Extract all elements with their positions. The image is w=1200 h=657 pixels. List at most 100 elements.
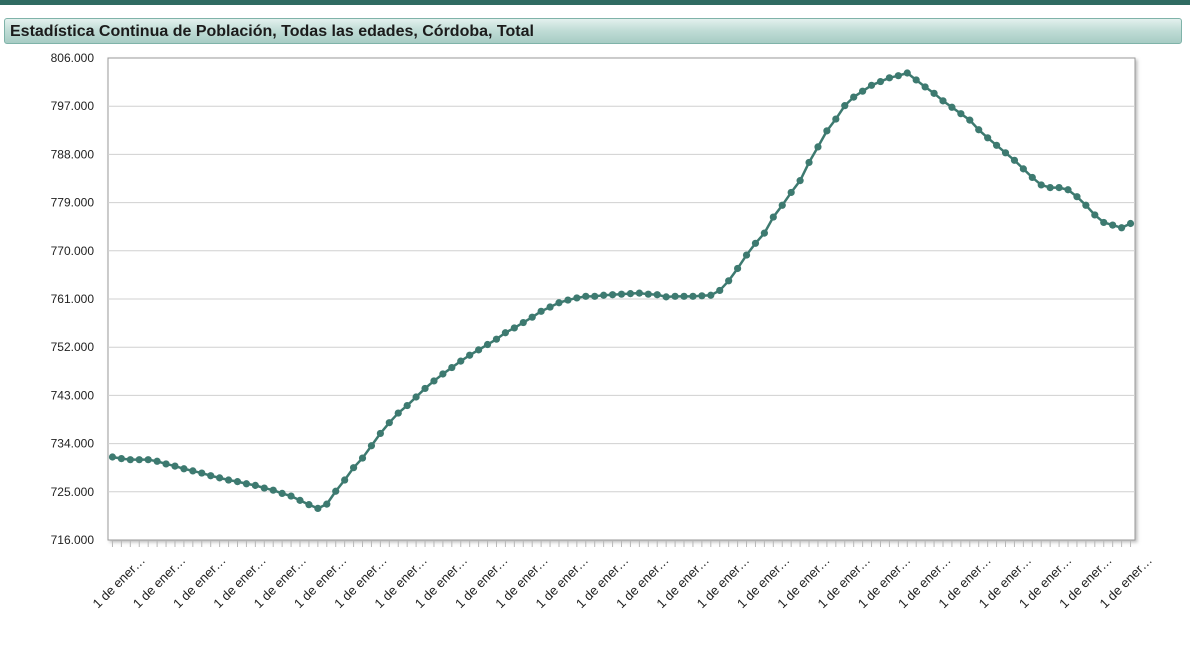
data-point[interactable] <box>841 102 849 110</box>
data-point[interactable] <box>475 346 483 354</box>
data-point[interactable] <box>501 329 509 337</box>
data-point[interactable] <box>1082 201 1090 209</box>
data-point[interactable] <box>635 289 643 297</box>
data-point[interactable] <box>814 143 822 151</box>
data-point[interactable] <box>528 313 536 321</box>
data-point[interactable] <box>555 299 563 307</box>
data-point[interactable] <box>412 393 420 401</box>
data-point[interactable] <box>903 69 911 77</box>
data-point[interactable] <box>689 292 697 300</box>
data-point[interactable] <box>582 292 590 300</box>
data-point[interactable] <box>296 496 304 504</box>
data-point[interactable] <box>323 500 331 508</box>
data-point[interactable] <box>305 501 313 509</box>
data-point[interactable] <box>787 188 795 197</box>
data-point[interactable] <box>278 489 286 498</box>
data-point[interactable] <box>805 158 813 167</box>
data-point[interactable] <box>537 307 545 315</box>
data-point[interactable] <box>1073 193 1081 201</box>
data-point[interactable] <box>269 486 277 494</box>
data-point[interactable] <box>180 465 188 473</box>
data-point[interactable] <box>867 81 876 89</box>
data-point[interactable] <box>823 127 831 135</box>
data-point[interactable] <box>600 291 608 299</box>
data-point[interactable] <box>153 457 161 465</box>
data-point[interactable] <box>510 324 518 332</box>
data-point[interactable] <box>939 97 947 105</box>
data-point[interactable] <box>778 201 786 209</box>
data-point[interactable] <box>198 469 206 477</box>
data-point[interactable] <box>1100 218 1108 227</box>
data-point[interactable] <box>519 318 527 327</box>
data-point[interactable] <box>430 377 438 385</box>
data-point[interactable] <box>126 456 134 464</box>
data-point[interactable] <box>885 74 894 82</box>
data-point[interactable] <box>698 292 706 300</box>
data-point[interactable] <box>135 456 143 464</box>
data-point[interactable] <box>224 476 233 484</box>
data-point[interactable] <box>1126 219 1135 228</box>
data-point[interactable] <box>975 126 983 134</box>
data-point[interactable] <box>349 464 358 472</box>
data-point[interactable] <box>850 93 858 101</box>
data-point[interactable] <box>751 239 760 247</box>
data-point[interactable] <box>251 481 259 489</box>
data-point[interactable] <box>233 478 242 486</box>
data-point[interactable] <box>957 110 965 118</box>
data-point[interactable] <box>117 455 125 463</box>
data-point[interactable] <box>189 467 197 475</box>
data-point[interactable] <box>314 504 322 512</box>
data-point[interactable] <box>439 370 447 378</box>
data-point[interactable] <box>930 89 938 97</box>
data-point[interactable] <box>992 141 1001 149</box>
data-point[interactable] <box>876 77 885 86</box>
data-point[interactable] <box>653 291 661 299</box>
data-point[interactable] <box>1028 173 1036 182</box>
data-point[interactable] <box>1118 224 1126 232</box>
data-point[interactable] <box>725 277 733 285</box>
data-point[interactable] <box>716 286 724 295</box>
data-point[interactable] <box>483 340 492 349</box>
data-point[interactable] <box>448 363 456 372</box>
data-point[interactable] <box>457 357 465 365</box>
data-point[interactable] <box>242 480 251 488</box>
data-point[interactable] <box>707 291 715 299</box>
data-point[interactable] <box>394 409 402 417</box>
data-point[interactable] <box>644 290 652 298</box>
data-point[interactable] <box>162 460 170 468</box>
data-point[interactable] <box>1046 184 1054 192</box>
data-point[interactable] <box>832 115 840 123</box>
data-point[interactable] <box>260 484 268 492</box>
data-point[interactable] <box>108 453 117 461</box>
data-point[interactable] <box>894 72 902 80</box>
data-point[interactable] <box>680 292 688 300</box>
data-point[interactable] <box>769 213 777 221</box>
data-point[interactable] <box>1109 221 1117 229</box>
data-point[interactable] <box>617 290 626 298</box>
data-point[interactable] <box>921 83 929 91</box>
data-point[interactable] <box>287 492 295 500</box>
data-point[interactable] <box>421 384 429 393</box>
data-point[interactable] <box>216 474 224 482</box>
data-point[interactable] <box>171 462 179 470</box>
data-point[interactable] <box>492 335 501 343</box>
data-point[interactable] <box>564 296 572 304</box>
data-point[interactable] <box>1001 149 1010 157</box>
data-point[interactable] <box>332 487 340 495</box>
data-point[interactable] <box>742 251 751 259</box>
data-point[interactable] <box>466 351 474 359</box>
data-point[interactable] <box>573 294 581 302</box>
data-point[interactable] <box>626 290 635 298</box>
data-point[interactable] <box>984 134 992 142</box>
data-point[interactable] <box>948 103 956 111</box>
data-point[interactable] <box>144 456 152 464</box>
data-point[interactable] <box>403 401 411 410</box>
data-point[interactable] <box>341 476 349 484</box>
data-point[interactable] <box>912 76 920 84</box>
data-point[interactable] <box>1010 156 1019 164</box>
data-point[interactable] <box>376 429 384 438</box>
data-point[interactable] <box>671 292 679 300</box>
data-point[interactable] <box>1055 184 1063 192</box>
data-point[interactable] <box>358 454 367 462</box>
data-point[interactable] <box>546 303 554 311</box>
